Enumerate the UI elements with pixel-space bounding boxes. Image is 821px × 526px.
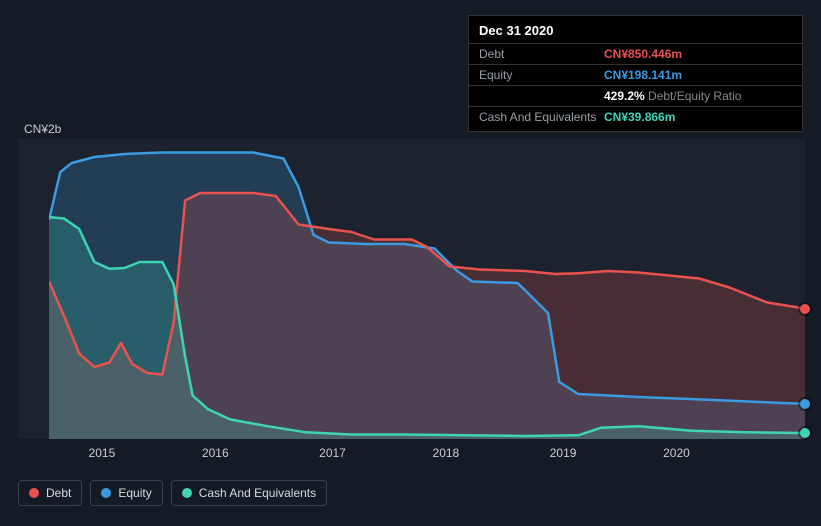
legend-item[interactable]: Debt (18, 480, 82, 506)
tooltip-label-equity: Equity (479, 68, 604, 82)
debt-end-marker (800, 304, 810, 314)
chart-plot-area[interactable] (49, 139, 805, 439)
legend-item[interactable]: Cash And Equivalents (171, 480, 327, 506)
x-axis-tick: 2015 (89, 446, 116, 460)
legend-label: Debt (46, 486, 71, 500)
x-axis-tick: 2018 (433, 446, 460, 460)
legend-swatch-icon (101, 488, 111, 498)
x-axis-tick: 2020 (663, 446, 690, 460)
tooltip-label-cash: Cash And Equivalents (479, 110, 604, 124)
tooltip-panel: Dec 31 2020 Debt CN¥850.446m Equity CN¥1… (468, 15, 803, 132)
tooltip-value-debt: CN¥850.446m (604, 47, 682, 61)
tooltip-value-cash: CN¥39.866m (604, 110, 675, 124)
tooltip-row-equity: Equity CN¥198.141m (469, 64, 802, 85)
x-axis-tick: 2016 (202, 446, 229, 460)
tooltip-value-equity: CN¥198.141m (604, 68, 682, 82)
y-axis-top-label: CN¥2b (24, 122, 61, 136)
legend-label: Cash And Equivalents (199, 486, 316, 500)
tooltip-label-debt: Debt (479, 47, 604, 61)
cash-end-marker (800, 428, 810, 438)
x-axis-tick: 2019 (550, 446, 577, 460)
tooltip-row-cash: Cash And Equivalents CN¥39.866m (469, 106, 802, 127)
tooltip-value-ratio: 429.2% Debt/Equity Ratio (604, 89, 741, 103)
legend-item[interactable]: Equity (90, 480, 162, 506)
tooltip-row-debt: Debt CN¥850.446m (469, 43, 802, 64)
equity-end-marker (800, 399, 810, 409)
legend-swatch-icon (29, 488, 39, 498)
legend: Debt Equity Cash And Equivalents (18, 480, 327, 506)
legend-label: Equity (118, 486, 151, 500)
legend-swatch-icon (182, 488, 192, 498)
tooltip-date: Dec 31 2020 (469, 20, 802, 43)
tooltip-label-ratio (479, 89, 604, 103)
chart-svg (49, 139, 805, 439)
x-axis-tick: 2017 (319, 446, 346, 460)
tooltip-row-ratio: 429.2% Debt/Equity Ratio (469, 85, 802, 106)
